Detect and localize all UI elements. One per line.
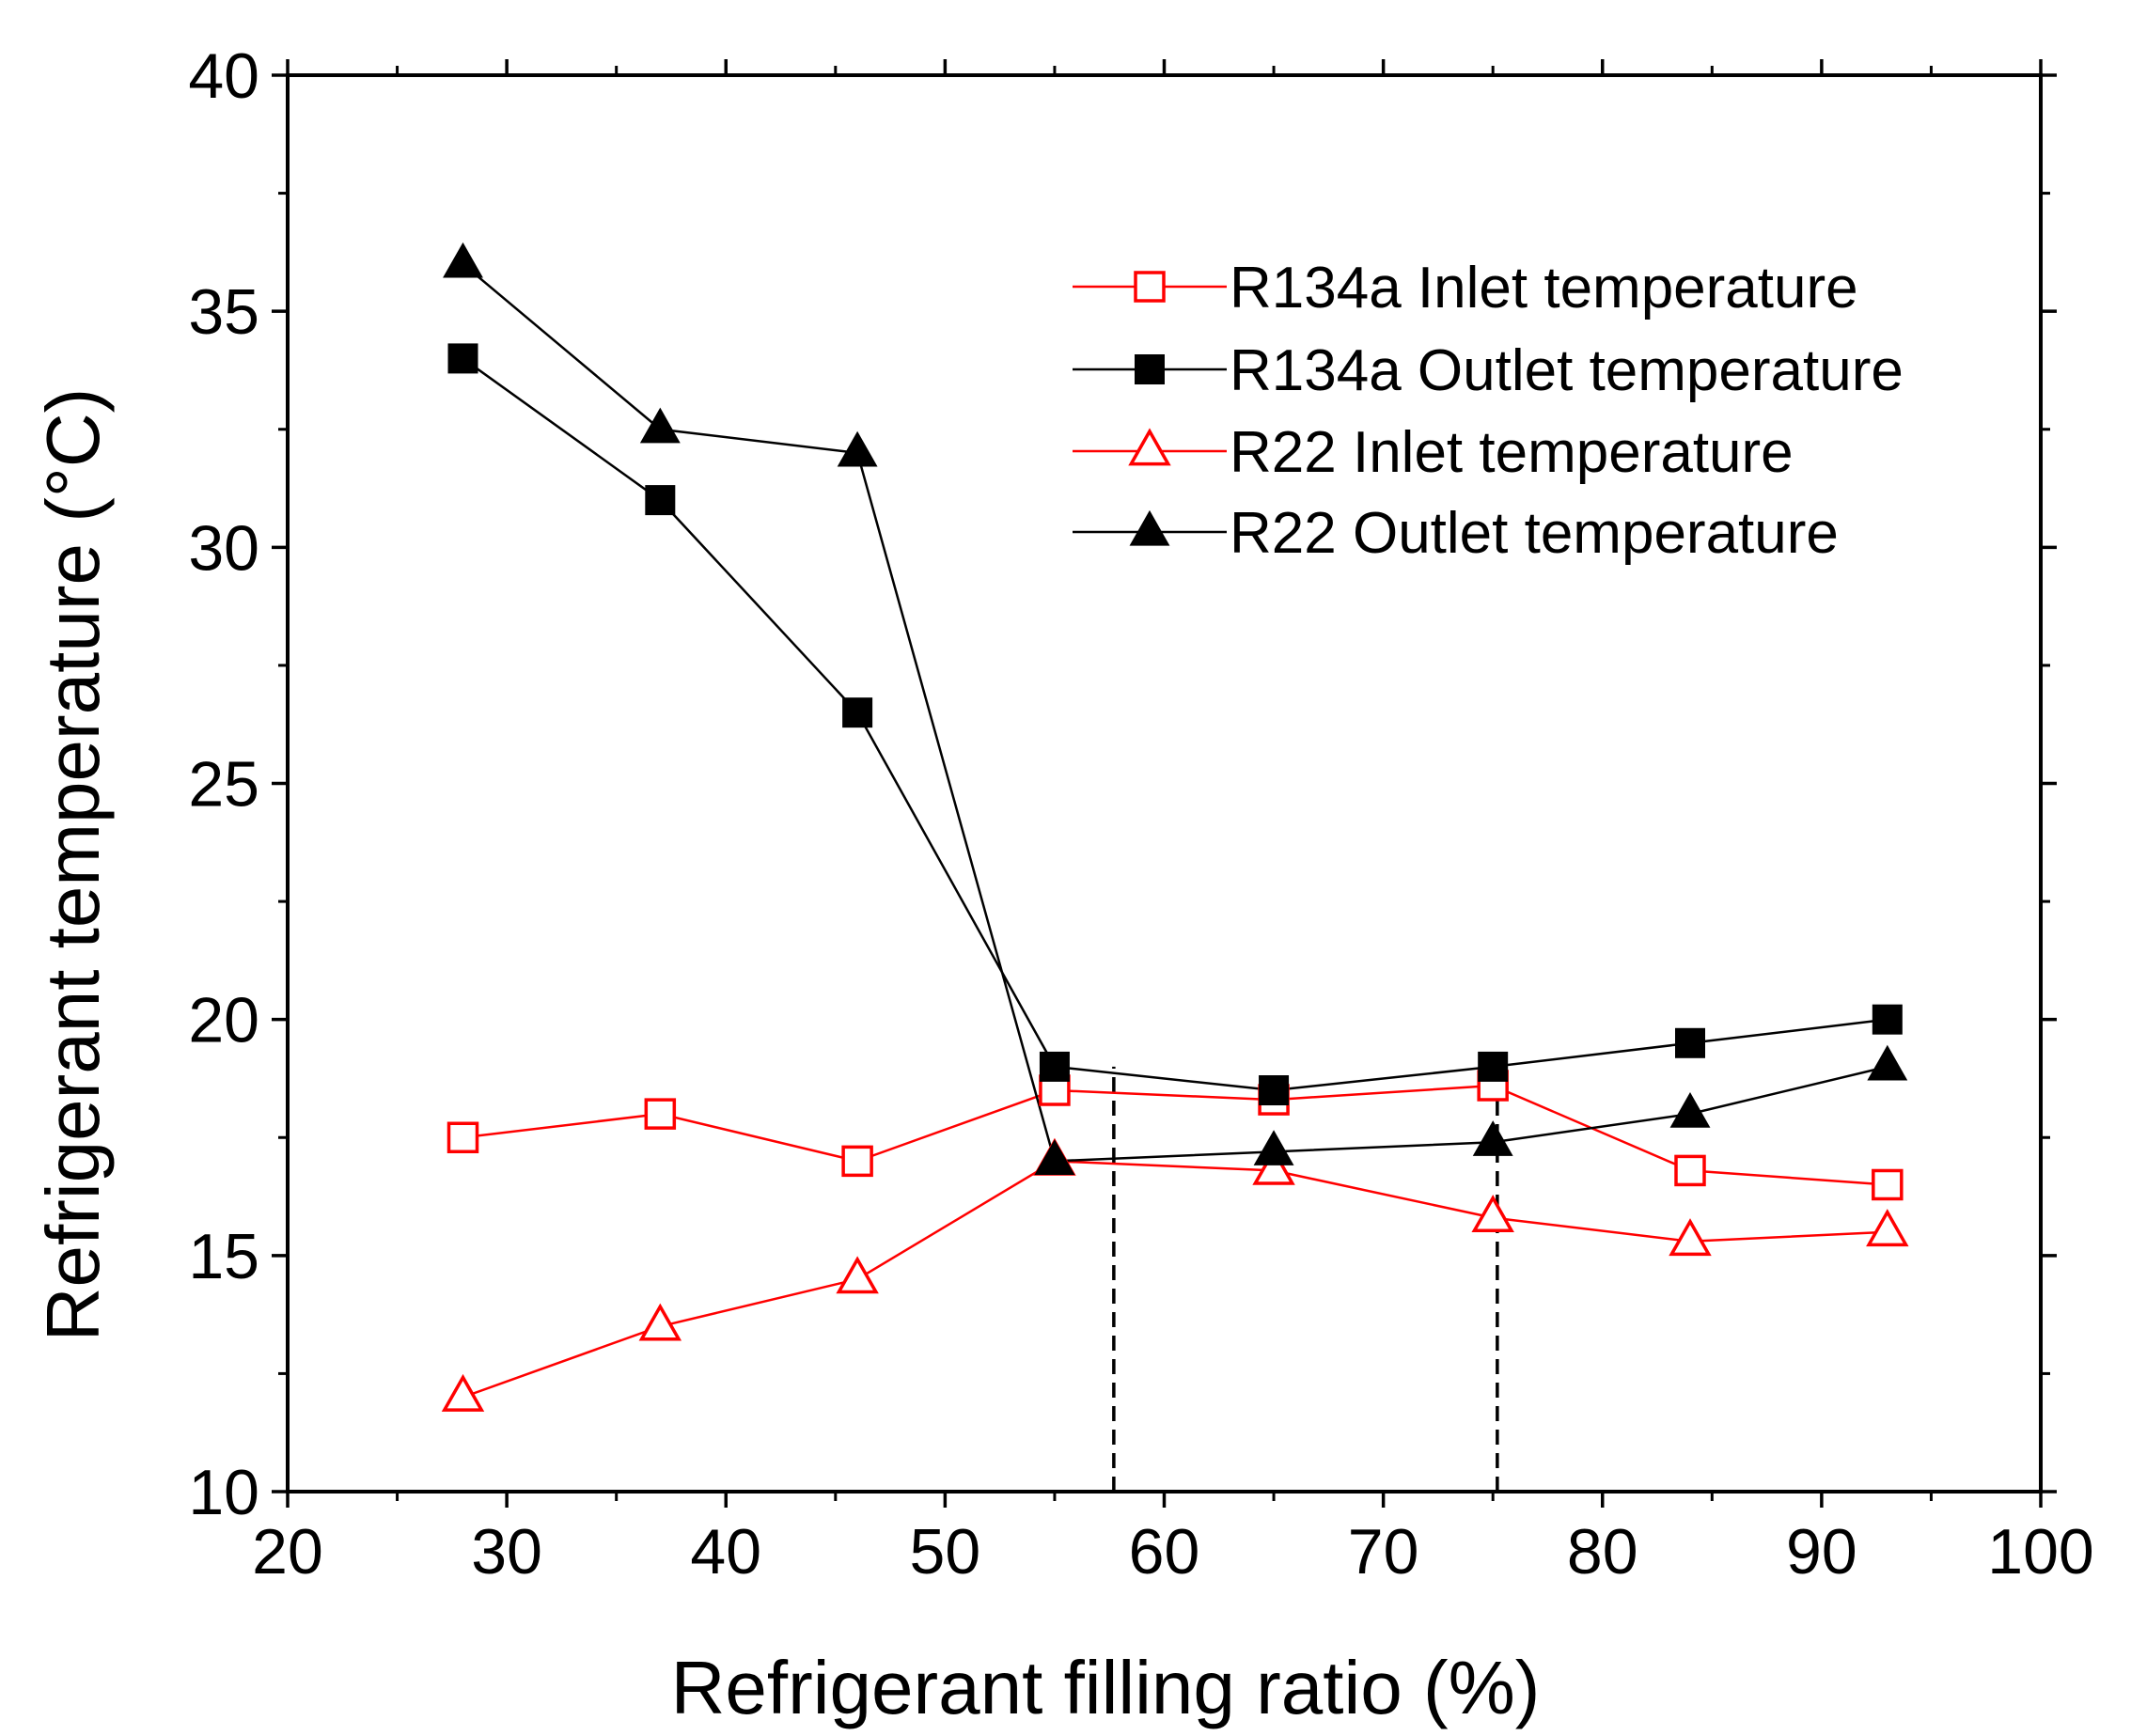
y-tick-label: 15	[188, 1221, 259, 1292]
data-point-series-3	[1034, 1139, 1075, 1175]
x-tick-label: 30	[471, 1516, 542, 1587]
data-point-series-2	[1866, 1209, 1909, 1247]
legend-label: R22 Inlet temperature	[1230, 420, 1794, 485]
y-axis-title: Refrigerant temperature (°C)	[31, 388, 115, 1342]
y-tick-label: 40	[188, 40, 259, 112]
y-tick-label: 10	[188, 1457, 259, 1528]
tick-labels: 20 30 40 50 60 70 80 90 100 10 15 20 25 30 35 40	[188, 40, 2093, 1587]
x-tick-label: 80	[1567, 1516, 1638, 1587]
x-tick-label: 20	[252, 1516, 323, 1587]
data-point-series-2	[1252, 1147, 1295, 1185]
legend-marker	[1134, 271, 1166, 303]
series-line-2	[462, 1160, 1888, 1399]
data-point-series-0	[841, 1145, 873, 1178]
data-point-series-1	[1872, 1004, 1903, 1035]
x-tick-label: 50	[910, 1516, 981, 1587]
data-point-series-3	[837, 430, 878, 467]
data-point-series-1	[1039, 1051, 1070, 1082]
y-tick-label: 20	[188, 985, 259, 1056]
data-point-series-2	[1471, 1195, 1514, 1232]
series-line-3	[462, 262, 1888, 1163]
data-point-series-3	[443, 242, 483, 278]
data-point-series-2	[441, 1373, 485, 1412]
data-point-series-3	[1253, 1130, 1294, 1165]
data-point-series-1	[447, 343, 478, 374]
data-point-series-2	[836, 1256, 879, 1294]
data-point-series-3	[639, 407, 681, 444]
legend-label: R134a Outlet temperature	[1230, 338, 1904, 403]
y-tick-label: 30	[188, 512, 259, 584]
data-point-series-1	[645, 485, 676, 516]
x-tick-label: 90	[1786, 1516, 1857, 1587]
legend-marker	[1135, 354, 1165, 384]
data-point-series-1	[1259, 1075, 1290, 1106]
data-point-series-2	[1669, 1218, 1712, 1257]
data-point-series-1	[1478, 1051, 1509, 1082]
series-line-1	[462, 357, 1888, 1092]
data-point-series-3	[1669, 1092, 1711, 1128]
data-point-series-2	[638, 1303, 682, 1341]
legend-label: R22 Outlet temperature	[1230, 501, 1839, 566]
y-tick-label: 25	[188, 749, 259, 821]
data-point-series-0	[447, 1121, 479, 1153]
data-point-series-3	[1867, 1044, 1908, 1081]
data-point-series-0	[644, 1098, 677, 1130]
data-point-series-1	[842, 697, 873, 728]
series-lines	[462, 262, 1888, 1399]
x-tick-label: 60	[1129, 1516, 1200, 1587]
y-tick-label: 35	[188, 276, 259, 348]
data-point-series-0	[1872, 1168, 1904, 1201]
x-tick-label: 70	[1348, 1516, 1419, 1587]
x-tick-label: 40	[690, 1516, 761, 1587]
legend: R134a Inlet temperature R134a Outlet temp…	[1073, 256, 1904, 566]
x-axis-title: Refrigerant filling ratio (%)	[671, 1646, 1541, 1729]
x-tick-label: 100	[1987, 1516, 2093, 1587]
data-point-series-0	[1674, 1154, 1706, 1187]
ticks	[272, 59, 2057, 1508]
data-point-series-3	[1472, 1120, 1513, 1156]
legend-label: R134a Inlet temperature	[1230, 256, 1858, 321]
series-line-0	[462, 1084, 1888, 1186]
legend-marker	[1128, 428, 1171, 466]
legend-marker	[1129, 509, 1170, 546]
series-markers	[441, 242, 1909, 1412]
data-point-series-1	[1675, 1027, 1705, 1058]
